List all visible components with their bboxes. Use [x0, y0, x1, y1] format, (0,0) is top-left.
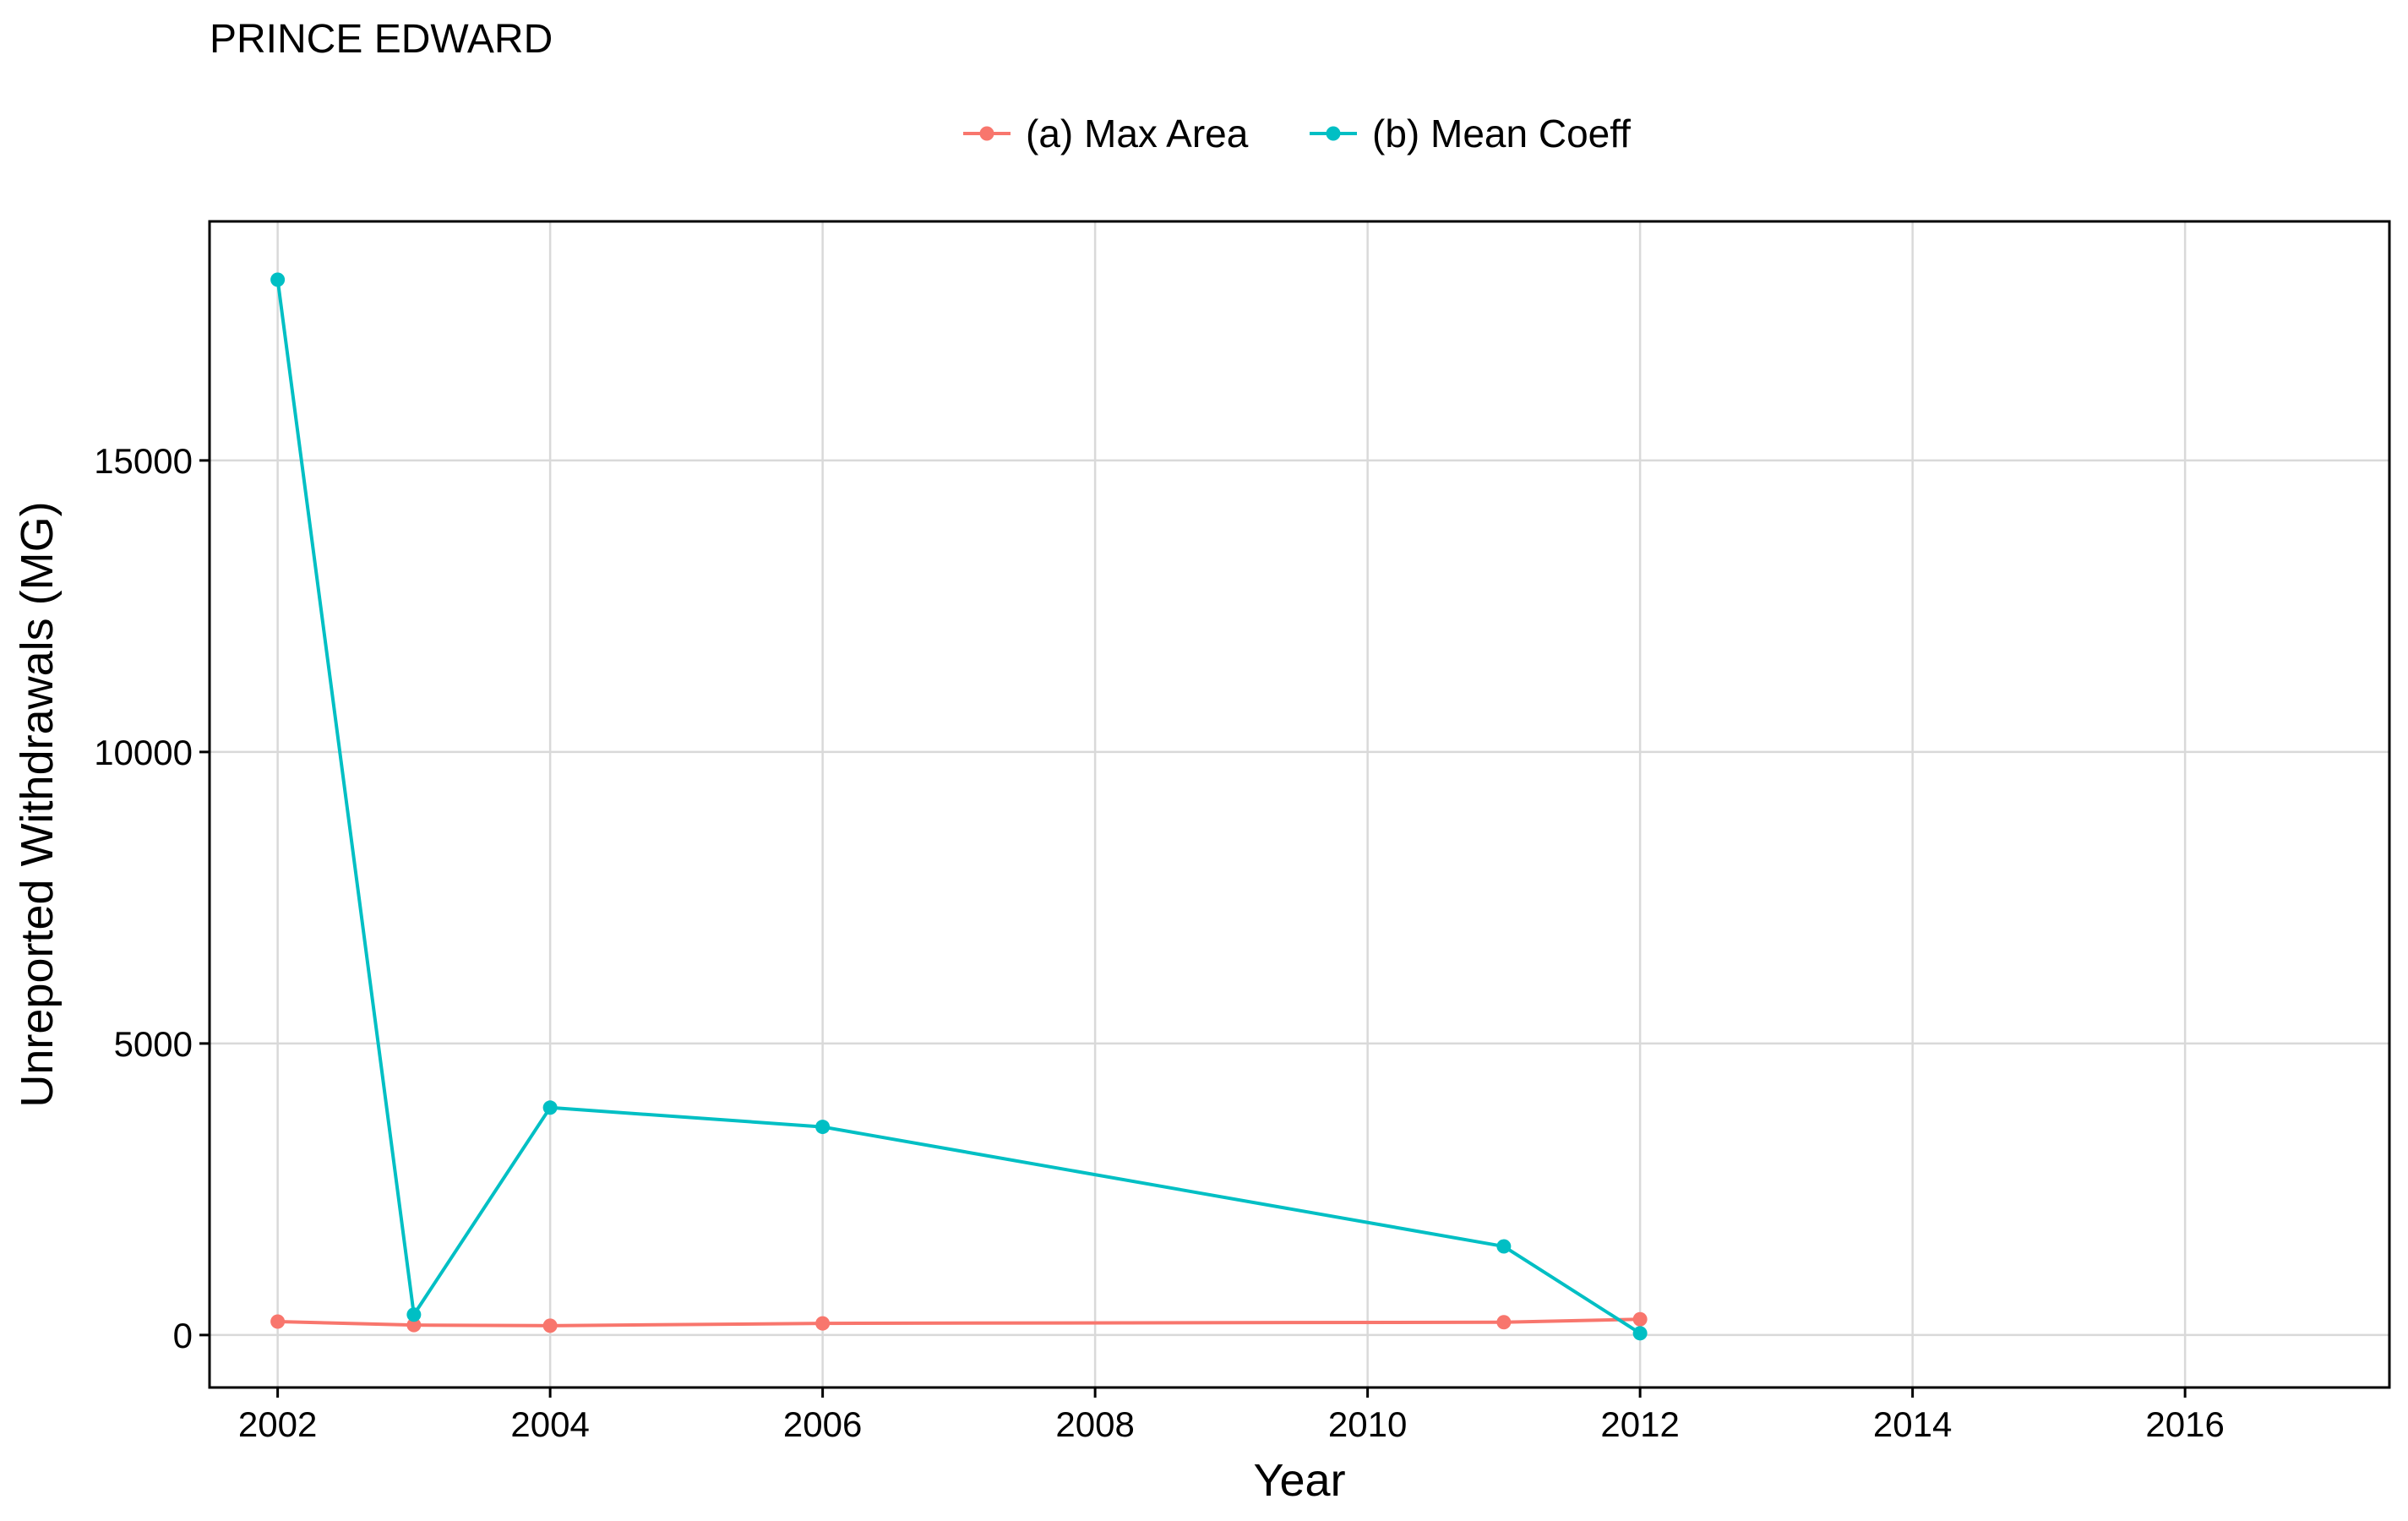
x-tick-label: 2014: [1873, 1404, 1952, 1444]
data-point: [542, 1318, 558, 1333]
series-layer: [270, 272, 1648, 1341]
y-axis-title: Unreported Withdrawals (MG): [12, 501, 63, 1107]
y-axis: 0 5000 10000 15000: [94, 441, 210, 1355]
data-point: [406, 1317, 422, 1333]
y-tick-label: 10000: [94, 733, 193, 772]
legend-item: (a) Max Area: [963, 112, 1249, 155]
x-tick-label: 2008: [1055, 1404, 1134, 1444]
data-point: [270, 272, 286, 287]
x-tick-label: 2010: [1328, 1404, 1407, 1444]
legend-label: (a) Max Area: [1026, 112, 1249, 155]
series-2: [270, 272, 1648, 1341]
series-line: [275, 279, 1642, 1335]
y-tick-label: 5000: [114, 1024, 193, 1064]
legend-key-point: [979, 126, 994, 141]
data-point: [815, 1120, 831, 1135]
data-point: [406, 1307, 422, 1322]
y-tick-label: 0: [173, 1316, 193, 1355]
legend-key-point: [1326, 126, 1341, 141]
chart-title: PRINCE EDWARD: [210, 17, 553, 62]
legend-label: (b) Mean Coeff: [1372, 112, 1631, 155]
x-tick-label: 2004: [510, 1404, 589, 1444]
plot-frame: [208, 220, 2391, 1389]
x-tick-label: 2002: [238, 1404, 317, 1444]
y-tick-label: 15000: [94, 441, 193, 481]
x-axis: 2002 2004 2006 2008 2010 2012 2014 2016: [238, 1387, 2225, 1444]
series-1: [270, 1311, 1648, 1333]
data-point: [542, 1100, 558, 1115]
legend-item: (b) Mean Coeff: [1310, 112, 1631, 155]
series-line: [277, 1317, 1641, 1327]
data-point: [1632, 1311, 1648, 1327]
legend: (a) Max Area (b) Mean Coeff: [963, 112, 1631, 155]
data-point: [270, 1314, 286, 1329]
x-axis-title: Year: [1253, 1455, 1345, 1506]
data-point: [815, 1316, 831, 1331]
data-point: [1496, 1315, 1512, 1330]
grid: [210, 221, 2389, 1387]
x-tick-label: 2012: [1600, 1404, 1679, 1444]
data-point: [1496, 1239, 1512, 1254]
x-tick-label: 2016: [2145, 1404, 2224, 1444]
x-tick-label: 2006: [783, 1404, 862, 1444]
data-point: [1632, 1326, 1648, 1341]
